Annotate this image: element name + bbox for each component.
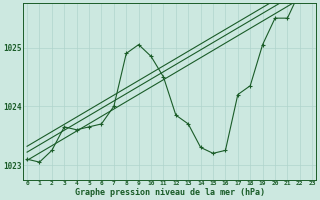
X-axis label: Graphe pression niveau de la mer (hPa): Graphe pression niveau de la mer (hPa) — [75, 188, 265, 197]
